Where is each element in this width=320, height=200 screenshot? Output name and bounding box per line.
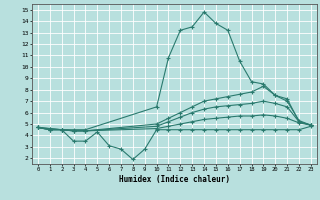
- X-axis label: Humidex (Indice chaleur): Humidex (Indice chaleur): [119, 175, 230, 184]
